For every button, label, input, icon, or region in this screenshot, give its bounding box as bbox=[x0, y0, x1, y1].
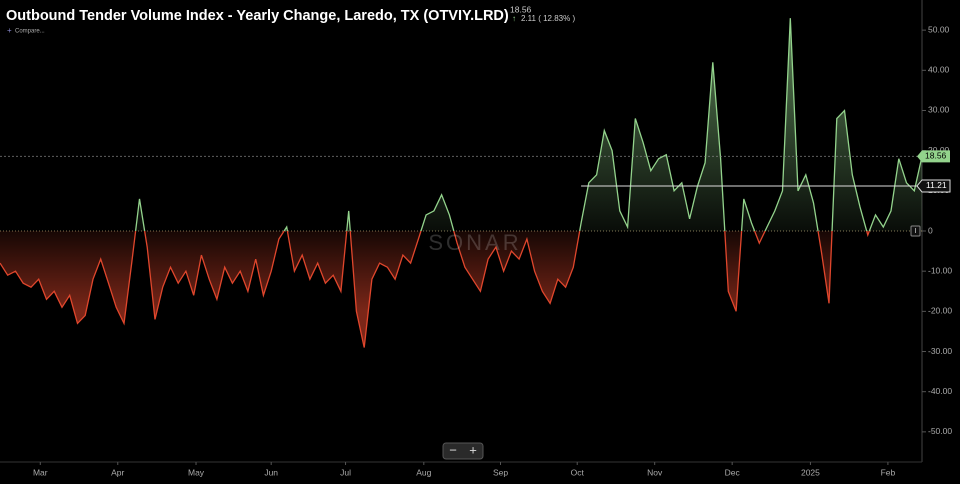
area-fill bbox=[0, 18, 922, 348]
last-value-tag bbox=[917, 150, 950, 163]
y-tick-label: 20.00 bbox=[928, 145, 950, 155]
y-tick-label: -30.00 bbox=[928, 346, 952, 356]
y-tick-label: 0 bbox=[928, 225, 933, 235]
x-tick-label: Aug bbox=[416, 467, 431, 477]
zoom-controls bbox=[442, 442, 484, 460]
last-value: 18.56 bbox=[510, 4, 532, 14]
y-tick-label: 30.00 bbox=[928, 105, 950, 115]
y-tick-label: -40.00 bbox=[928, 386, 952, 396]
series-line bbox=[0, 18, 923, 348]
reference-tag bbox=[916, 179, 951, 193]
watermark: SONAR bbox=[428, 230, 521, 255]
x-tick-label: Jun bbox=[264, 467, 278, 477]
change: 2.11 ( 12.83% ) bbox=[521, 14, 575, 23]
y-tick-label: 50.00 bbox=[928, 24, 950, 34]
zero-tag-text: I bbox=[915, 228, 917, 235]
title: Outbound Tender Volume Index - Yearly Ch… bbox=[6, 8, 509, 24]
x-tick-label: Jul bbox=[340, 467, 351, 477]
x-tick-label: Dec bbox=[725, 467, 741, 477]
x-tick-label: 2025 bbox=[801, 467, 820, 477]
x-tick-label: Feb bbox=[881, 467, 896, 477]
compare-link[interactable]: Compare... bbox=[15, 29, 45, 35]
zoom-out[interactable]: − bbox=[449, 442, 457, 457]
plot-area bbox=[0, 18, 923, 348]
x-tick-label: Apr bbox=[111, 467, 124, 477]
y-tick-label: 40.00 bbox=[928, 65, 950, 75]
zoom-in[interactable]: + bbox=[469, 442, 477, 457]
x-tick-label: May bbox=[188, 467, 205, 477]
reference-tag-text: 11.21 bbox=[926, 180, 947, 190]
y-tick-label: -10.00 bbox=[928, 265, 952, 275]
x-tick-label: Nov bbox=[647, 467, 663, 477]
last-value-tag-text: 18.56 bbox=[925, 151, 947, 161]
y-tick-label: -50.00 bbox=[928, 426, 952, 436]
x-tick-label: Mar bbox=[33, 467, 48, 477]
compare-icon[interactable]: + bbox=[7, 26, 12, 35]
x-tick-label: Oct bbox=[571, 467, 585, 477]
x-tick-label: Sep bbox=[493, 467, 508, 477]
y-tick-label: -20.00 bbox=[928, 306, 952, 316]
zero-tag bbox=[910, 225, 921, 237]
change-arrow: ↑ bbox=[512, 14, 516, 23]
